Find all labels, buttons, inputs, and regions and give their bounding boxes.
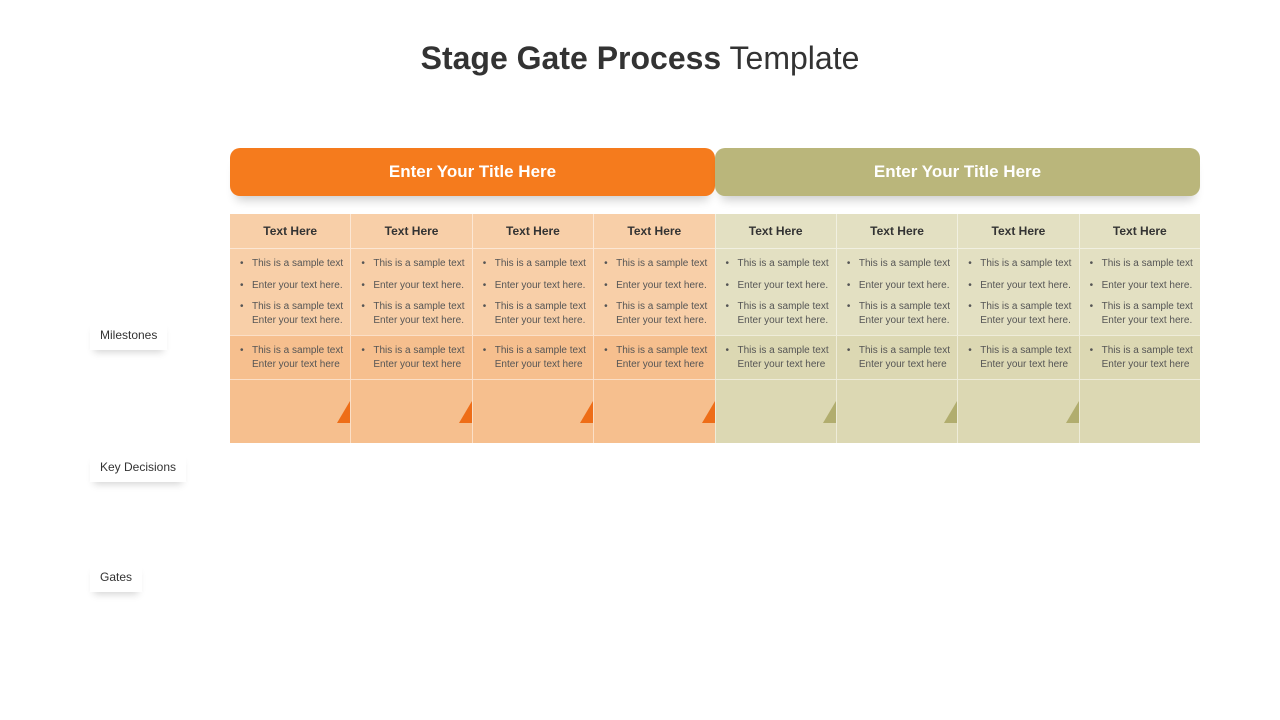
row-label-gates: Gates: [90, 562, 142, 592]
bullet-item: This is a sample text Enter your text he…: [240, 300, 344, 327]
column-header: Text Here: [593, 214, 714, 248]
column-header: Text Here: [1079, 214, 1200, 248]
table-cell: This is a sample text Enter your text he…: [230, 335, 350, 379]
bullet-item: This is a sample text Enter your text he…: [726, 300, 830, 327]
bullet-item: This is a sample text: [726, 257, 830, 271]
bullet-item: Enter your text here.: [483, 279, 587, 293]
gate-cell: [957, 379, 1078, 443]
bullet-item: Enter your text here.: [726, 279, 830, 293]
bullet-item: Enter your text here.: [240, 279, 344, 293]
gate-cell: [472, 379, 593, 443]
table-cell: This is a sample text Enter your text he…: [957, 335, 1078, 379]
bullet-item: This is a sample text Enter your text he…: [726, 344, 830, 371]
key-decisions-row: This is a sample text Enter your text he…: [230, 335, 1200, 379]
row-label-key-decisions: Key Decisions: [90, 452, 186, 482]
gate-cell: [350, 379, 471, 443]
table-cell: This is a sample text Enter your text he…: [472, 335, 593, 379]
bullet-item: This is a sample text Enter your text he…: [968, 300, 1072, 327]
table-cell: This is a sample text Enter your text her…: [715, 248, 836, 335]
bullet-item: This is a sample text Enter your text he…: [604, 300, 708, 327]
table-cell: This is a sample text Enter your text he…: [836, 335, 957, 379]
table-cell: This is a sample text Enter your text he…: [593, 335, 714, 379]
bullet-item: This is a sample text: [968, 257, 1072, 271]
gate-cell: [1079, 379, 1200, 443]
table-cell: This is a sample text Enter your text her…: [1079, 248, 1200, 335]
bullet-item: This is a sample text Enter your text he…: [1090, 300, 1194, 327]
bullet-item: This is a sample text: [847, 257, 951, 271]
bullet-item: Enter your text here.: [604, 279, 708, 293]
milestones-row: This is a sample text Enter your text her…: [230, 248, 1200, 335]
bullet-item: This is a sample text: [604, 257, 708, 271]
slide-title: Stage Gate Process Template: [0, 40, 1280, 77]
bullet-item: Enter your text here.: [968, 279, 1072, 293]
table-cell: This is a sample text Enter your text her…: [472, 248, 593, 335]
row-label-milestones: Milestones: [90, 320, 167, 350]
bullet-item: This is a sample text Enter your text he…: [604, 344, 708, 371]
bullet-item: This is a sample text Enter your text he…: [483, 344, 587, 371]
gate-cell: [836, 379, 957, 443]
column-header: Text Here: [957, 214, 1078, 248]
bullet-item: This is a sample text Enter your text he…: [361, 344, 465, 371]
column-header: Text Here: [836, 214, 957, 248]
column-header: Text Here: [715, 214, 836, 248]
gate-cell: [715, 379, 836, 443]
group-header-right: Enter Your Title Here: [715, 148, 1200, 196]
group-headers: Enter Your Title Here Enter Your Title H…: [230, 148, 1200, 196]
bullet-item: This is a sample text Enter your text he…: [240, 344, 344, 371]
gates-row: [230, 379, 1200, 443]
title-bold: Stage Gate Process: [421, 40, 722, 76]
bullet-item: This is a sample text Enter your text he…: [1090, 344, 1194, 371]
bullet-item: This is a sample text Enter your text he…: [483, 300, 587, 327]
gate-cell: [230, 379, 350, 443]
table-cell: This is a sample text Enter your text her…: [230, 248, 350, 335]
bullet-item: This is a sample text: [1090, 257, 1194, 271]
gate-cell: [593, 379, 714, 443]
bullet-item: This is a sample text: [361, 257, 465, 271]
column-headers-row: Text HereText HereText HereText HereText…: [230, 214, 1200, 248]
table-cell: This is a sample text Enter your text her…: [836, 248, 957, 335]
table-cell: This is a sample text Enter your text he…: [1079, 335, 1200, 379]
group-header-left: Enter Your Title Here: [230, 148, 715, 196]
bullet-item: Enter your text here.: [847, 279, 951, 293]
table-cell: This is a sample text Enter your text her…: [593, 248, 714, 335]
slide: Stage Gate Process Template Milestones K…: [0, 0, 1280, 720]
bullet-item: This is a sample text Enter your text he…: [847, 300, 951, 327]
table-cell: This is a sample text Enter your text he…: [350, 335, 471, 379]
bullet-item: This is a sample text: [483, 257, 587, 271]
table-cell: This is a sample text Enter your text he…: [715, 335, 836, 379]
column-header: Text Here: [350, 214, 471, 248]
stage-gate-table: Enter Your Title Here Enter Your Title H…: [230, 148, 1200, 443]
column-header: Text Here: [230, 214, 350, 248]
table-cell: This is a sample text Enter your text her…: [350, 248, 471, 335]
bullet-item: Enter your text here.: [361, 279, 465, 293]
column-header: Text Here: [472, 214, 593, 248]
title-light: Template: [721, 40, 859, 76]
bullet-item: This is a sample text: [240, 257, 344, 271]
table-cell: This is a sample text Enter your text her…: [957, 248, 1078, 335]
bullet-item: This is a sample text Enter your text he…: [968, 344, 1072, 371]
bullet-item: Enter your text here.: [1090, 279, 1194, 293]
bullet-item: This is a sample text Enter your text he…: [361, 300, 465, 327]
bullet-item: This is a sample text Enter your text he…: [847, 344, 951, 371]
